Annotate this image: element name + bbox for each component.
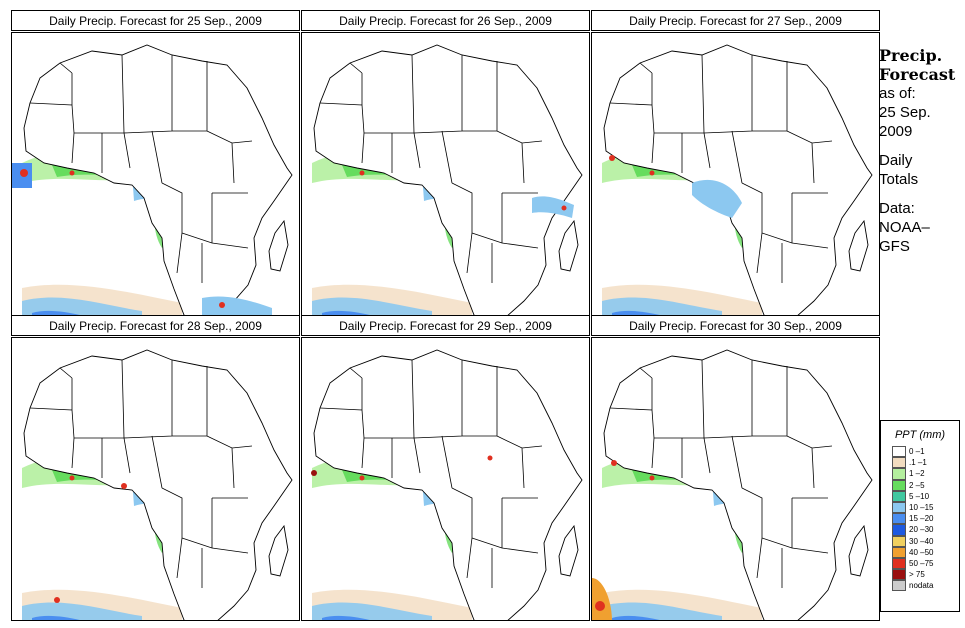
legend-swatch [892,580,906,592]
legend-item: 40 –50 [892,546,959,558]
forecast-panel-5: Daily Precip. Forecast for 29 Sep., 2009 [301,315,592,622]
africa-map [311,349,583,620]
legend-label: 30 –40 [909,536,934,546]
legend-label: 5 –10 [909,491,930,501]
legend-label: 2 –5 [909,480,925,490]
legend-label: 40 –50 [909,547,934,557]
legend-label: nodata [909,581,934,591]
legend-label: 0 –1 [909,447,925,457]
precip-map [301,32,590,316]
panel-title: Daily Precip. Forecast for 26 Sep., 2009 [301,10,590,31]
legend-item: 20 –30 [892,524,959,536]
asof-line: as of: [879,85,916,102]
legend-swatch [892,446,906,458]
africa-map [22,349,293,620]
legend-label: > 75 [909,570,925,580]
legend-item: 0 –1 [892,446,959,458]
legend-title: PPT (mm) [894,429,946,441]
legend-rows: 0 –1.1 –1 1 –2 2 –5 5 –10 10 –15 15 –20 20 –30… [881,446,959,592]
legend-item: .1 –1 [892,457,959,469]
legend-item: nodata [892,580,959,592]
heading-line: Precip. [879,46,943,65]
legend-swatch [892,546,906,558]
data-line: Data: [879,200,915,217]
legend-swatch [892,557,906,570]
asof-line: 2009 [879,123,913,140]
africa-map [592,349,873,620]
panel-title: Daily Precip. Forecast for 29 Sep., 2009 [301,315,590,336]
legend-swatch [892,479,906,491]
legend-item: 2 –5 [892,479,959,491]
legend-item: 15 –20 [892,513,959,525]
legend-item: 50 –75 [892,557,959,570]
precip-map [11,32,300,316]
panel-title: Daily Precip. Forecast for 28 Sep., 2009 [11,315,300,336]
africa-map [312,44,583,315]
legend-label: 10 –15 [909,503,934,513]
legend-item: 5 –10 [892,490,959,502]
legend-label: 15 –20 [909,514,934,524]
legend-swatch [892,457,906,469]
legend-item: > 75 [892,569,959,581]
precip-legend: PPT (mm) 0 –1.1 –1 1 –2 2 –5 5 –10 10 –15 15 … [880,420,960,612]
panel-title: Daily Precip. Forecast for 27 Sep., 2009 [591,10,880,31]
daily-line: Totals [879,171,919,188]
legend-label: 50 –75 [909,558,934,568]
precip-map [591,337,880,621]
legend-swatch [892,535,906,547]
forecast-panel-3: Daily Precip. Forecast for 27 Sep., 2009 [591,10,882,317]
data-line: NOAA– [879,219,930,236]
legend-swatch [892,513,906,525]
heading-line: Forecast [879,65,956,84]
legend-label: 1 –2 [909,469,925,479]
legend-item: 1 –2 [892,468,959,480]
legend-swatch [892,468,906,480]
forecast-panel-2: Daily Precip. Forecast for 26 Sep., 2009 [301,10,592,317]
legend-swatch [892,490,906,502]
forecast-panel-4: Daily Precip. Forecast for 28 Sep., 2009 [11,315,302,622]
precip-map [591,32,880,316]
africa-map [12,44,293,315]
panel-title: Daily Precip. Forecast for 30 Sep., 2009 [591,315,880,336]
legend-swatch [892,524,906,536]
forecast-info: Precip. Forecast as of: 25 Sep. 2009 Dai… [879,46,965,256]
daily-line: Daily [879,152,913,169]
legend-label: 20 –30 [909,525,934,535]
precip-map [301,337,590,621]
legend-swatch [892,569,906,581]
legend-item: 30 –40 [892,535,959,547]
forecast-panel-6: Daily Precip. Forecast for 30 Sep., 2009 [591,315,882,622]
precip-map [11,337,300,621]
panel-title: Daily Precip. Forecast for 25 Sep., 2009 [11,10,300,31]
legend-swatch [892,501,906,514]
legend-label: .1 –1 [909,458,927,468]
legend-item: 10 –15 [892,501,959,514]
africa-map [602,44,873,315]
asof-line: 25 Sep. [879,104,931,121]
forecast-panel-1: Daily Precip. Forecast for 25 Sep., 2009 [11,10,302,317]
data-line: GFS [879,238,910,255]
